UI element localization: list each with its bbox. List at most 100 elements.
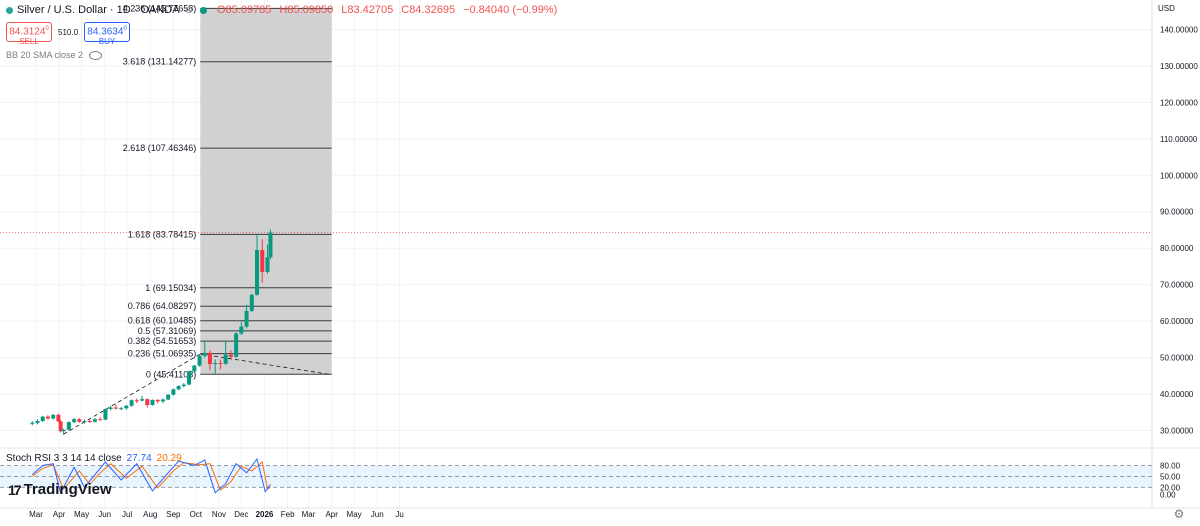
sell-price-sup: 0 xyxy=(45,26,49,32)
fib-level-label: 1 (69.15034) xyxy=(145,283,196,293)
time-axis-label: Apr xyxy=(325,510,338,519)
candle-body xyxy=(218,363,223,365)
market-open-icon xyxy=(199,6,207,14)
time-axis-label: Nov xyxy=(212,510,226,519)
candle-body xyxy=(260,250,265,272)
candle-body xyxy=(61,429,66,432)
price-axis-label: 40.00000 xyxy=(1160,390,1194,399)
stoch-d-line xyxy=(31,460,271,491)
price-axis-label: 30.00000 xyxy=(1160,427,1194,436)
trend-line xyxy=(200,353,332,376)
ohlc-high: H85.09850 xyxy=(279,4,334,16)
trend-line xyxy=(63,353,201,435)
candle-body xyxy=(160,399,165,402)
buy-price: 84.3634 xyxy=(87,26,124,38)
candle-body xyxy=(98,419,103,421)
time-axis-label: May xyxy=(347,510,362,519)
candle-body xyxy=(145,399,150,405)
stoch-axis-label: 80.00 xyxy=(1160,462,1181,471)
tradingview-logo[interactable]: 17 TradingView xyxy=(8,481,112,498)
stoch-rsi-label: Stoch RSI 3 3 14 14 close xyxy=(6,453,122,464)
bb-indicator-legend[interactable]: BB 20 SMA close 2 xyxy=(6,50,103,60)
currency-selector[interactable]: USD xyxy=(1158,4,1175,13)
fib-level-label: 2.618 (107.46346) xyxy=(123,143,197,153)
ohlc-change: −0.84040 (−0.99%) xyxy=(463,4,558,16)
symbol-legend: Silver / U.S. Dollar · 1D · OANDA ⊙ O85.… xyxy=(6,4,557,16)
price-axis-label: 130.00000 xyxy=(1160,62,1198,71)
sell-label: SELL xyxy=(19,37,39,47)
time-axis-label: Oct xyxy=(190,510,203,519)
time-axis-label: Jun xyxy=(371,510,384,519)
candle-body xyxy=(66,422,71,430)
time-axis-label: Jun xyxy=(98,510,111,519)
candle-body xyxy=(181,384,186,387)
time-axis-label: Feb xyxy=(281,510,295,519)
time-axis-label: Mar xyxy=(29,510,43,519)
stoch-k-value: 27.74 xyxy=(126,453,152,464)
candle-body xyxy=(192,365,197,372)
time-axis-label: Jul xyxy=(122,510,132,519)
candle-body xyxy=(255,250,260,295)
bb-indicator-label: BB 20 SMA close 2 xyxy=(6,50,84,60)
candle-body xyxy=(108,407,113,409)
price-axis-label: 110.00000 xyxy=(1160,135,1198,144)
fib-level-label: 0.236 (51.06935) xyxy=(128,349,197,359)
candle-body xyxy=(265,257,270,272)
time-axis-label: 2026 xyxy=(256,510,274,519)
price-axis-label: 70.00000 xyxy=(1160,281,1194,290)
buy-button[interactable]: 84.36340 BUY xyxy=(84,22,131,46)
trade-buttons: 84.31240 SELL 510.0 84.36340 BUY xyxy=(6,22,131,46)
stoch-rsi-legend[interactable]: Stoch RSI 3 3 14 14 close 27.74 20.29 xyxy=(6,453,182,464)
candle-body xyxy=(268,232,273,258)
sell-button[interactable]: 84.31240 SELL xyxy=(6,22,52,46)
candle-body xyxy=(223,354,228,364)
symbol-title[interactable]: Silver / U.S. Dollar · 1D · OANDA xyxy=(17,4,180,16)
candle-body xyxy=(113,407,118,409)
candle-body xyxy=(82,421,87,423)
time-axis-label: Mar xyxy=(302,510,316,519)
stoch-axis-label: 50.00 xyxy=(1160,472,1181,481)
candle-body xyxy=(207,352,212,365)
candle-body xyxy=(40,416,45,422)
candle-body xyxy=(244,310,249,327)
stoch-axis-label: 0.00 xyxy=(1160,491,1176,500)
candle-body xyxy=(30,422,35,424)
fib-level-label: 0.786 (64.08297) xyxy=(128,301,197,311)
fib-level-label: 0 (45.41103) xyxy=(146,369,196,379)
candle-body xyxy=(45,416,50,419)
ohlc-low: L83.42705 xyxy=(341,4,394,16)
spread-value: 510.0 xyxy=(58,27,79,37)
ohlc-close: C84.32695 xyxy=(401,4,456,16)
tradingview-logo-icon: 17 xyxy=(8,481,22,498)
candle-body xyxy=(58,421,63,432)
candle-body xyxy=(166,394,171,400)
time-axis-label: May xyxy=(74,510,89,519)
price-axis-label: 120.00000 xyxy=(1160,98,1198,107)
candle-body xyxy=(92,419,97,422)
settings-icon[interactable]: ⚙ xyxy=(1173,507,1185,521)
candle-body xyxy=(35,421,40,423)
stoch-d-value: 20.29 xyxy=(156,453,182,464)
candle-body xyxy=(234,333,239,357)
eye-icon[interactable] xyxy=(89,50,103,60)
time-axis-label: Dec xyxy=(234,510,248,519)
time-axis-label: Ju xyxy=(395,510,403,519)
candle-body xyxy=(213,363,218,365)
buy-label: BUY xyxy=(98,37,116,47)
candle-body xyxy=(51,414,56,419)
fib-level-label: 3.618 (131.14277) xyxy=(123,57,197,67)
fib-level-label: 0.618 (60.10485) xyxy=(128,316,197,326)
candle-body xyxy=(249,294,254,311)
price-axis-label: 90.00000 xyxy=(1160,208,1194,217)
candle-body xyxy=(187,371,192,385)
dropdown-icon[interactable]: ⊙ xyxy=(184,4,193,16)
stoch-axis-label: 20.00 xyxy=(1160,483,1181,492)
price-axis-label: 100.00000 xyxy=(1160,171,1198,180)
candle-body xyxy=(56,414,61,422)
fib-level-label: 4.236 (145.77658) xyxy=(123,3,197,13)
candle-body xyxy=(124,405,129,409)
fib-level-label: 0.5 (57.31069) xyxy=(138,326,197,336)
fib-zone xyxy=(200,8,332,375)
fib-level-label: 0.382 (54.51653) xyxy=(128,336,197,346)
